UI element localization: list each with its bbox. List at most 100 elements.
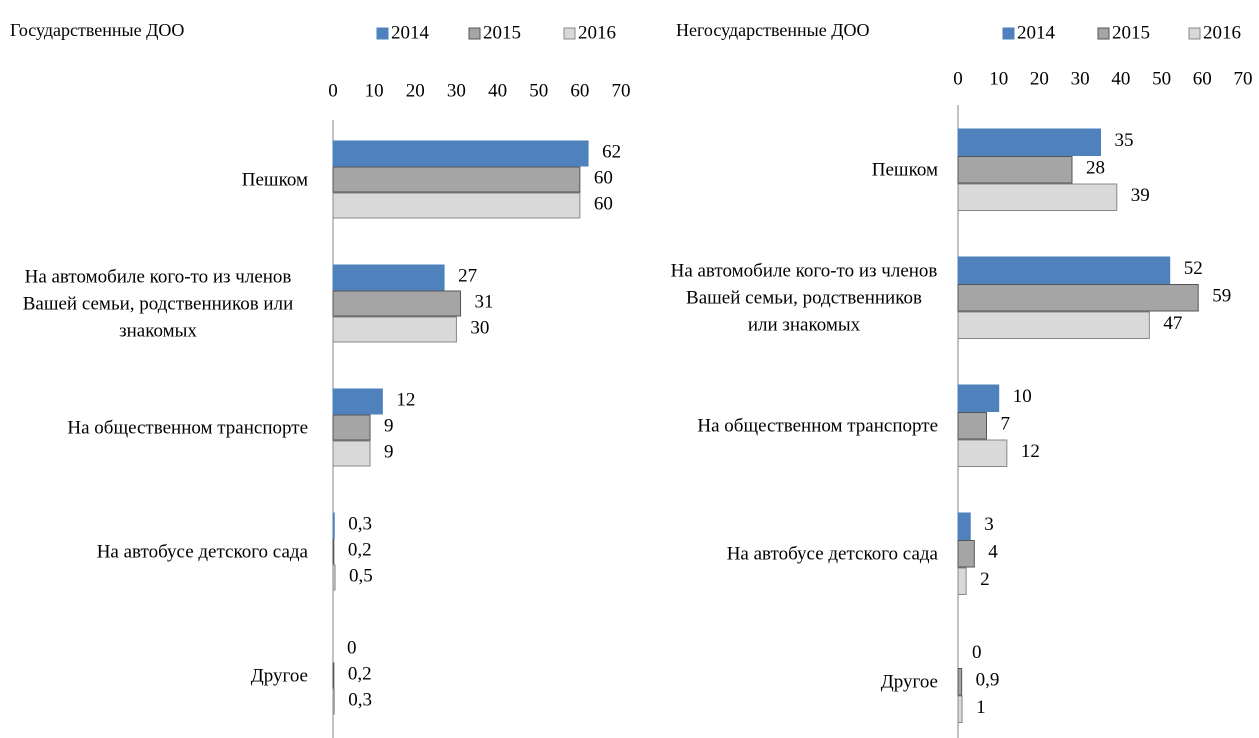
bar [957,311,1150,339]
x-tick-label: 0 [953,68,963,89]
legend-swatch [468,27,481,40]
x-tick-label: 50 [529,80,548,101]
value-label: 60 [594,167,613,188]
chart-title: Негосударственные ДОО [676,20,870,40]
bar [957,128,1101,156]
category-label-box: На общественном транспорте [670,413,938,440]
value-label: 47 [1163,313,1182,334]
chart-title: Государственные ДОО [10,20,184,40]
value-label: 30 [470,317,489,338]
bar [332,290,462,317]
category-label: На общественном транспорте [697,415,938,437]
legend-label: 2015 [1112,22,1150,43]
bar [332,662,335,689]
category-label-box: Другое [670,669,938,696]
category-label: Другое [250,665,308,687]
value-label: 2 [980,569,990,590]
value-label: 0,2 [348,539,372,560]
value-label: 12 [1021,441,1040,462]
legend-label: 2016 [1203,22,1241,43]
category-label-box: На автомобиле кого-то из членов Вашей се… [8,264,308,345]
legend-label: 2015 [483,22,521,43]
category-label-box: На автобусе детского сада [670,541,938,568]
value-label: 1 [976,697,986,718]
bar [332,316,457,343]
legend-swatch [1002,27,1015,40]
bar [957,540,975,568]
value-label: 62 [602,141,621,162]
bar [332,564,336,591]
category-label-box: Другое [8,663,308,690]
value-label: 60 [594,193,613,214]
bar [332,264,445,291]
value-label: 12 [396,389,415,410]
x-tick-label: 60 [570,80,589,101]
bar [957,284,1199,312]
bar [957,384,1000,412]
value-label: 35 [1115,130,1134,151]
bar [332,538,335,565]
bar [957,256,1171,284]
value-label: 27 [458,265,477,286]
bar [957,156,1073,184]
category-label: На автомобиле кого-то из членов Вашей се… [670,260,938,336]
value-label: 31 [475,291,494,312]
x-tick-label: 40 [1111,68,1130,89]
value-label: 0 [972,642,982,663]
value-label: 0 [347,637,357,658]
x-tick-label: 50 [1152,68,1171,89]
value-label: 9 [384,441,394,462]
category-label: Другое [880,671,938,693]
bar [957,668,963,696]
bar [957,439,1008,467]
x-tick-label: 20 [1030,68,1049,89]
x-tick-label: 30 [447,80,466,101]
value-label: 0,2 [348,663,372,684]
legend-label: 2014 [391,22,430,43]
legend-swatch [1097,27,1110,40]
bar [332,192,581,219]
legend-label: 2014 [1017,22,1056,43]
legend-label: 2016 [578,22,616,43]
bar [332,166,581,193]
legend-swatch [376,27,389,40]
value-label: 39 [1131,185,1150,206]
bar [957,183,1118,211]
legend-swatch [563,27,576,40]
value-label: 0,3 [348,689,372,710]
x-tick-label: 20 [406,80,425,101]
x-tick-label: 40 [488,80,507,101]
bar [332,388,383,415]
value-label: 52 [1184,258,1203,279]
bar [957,512,971,540]
bar [332,688,335,715]
value-label: 0,5 [349,565,373,586]
category-label: Пешком [871,159,938,181]
value-label: 4 [988,542,998,563]
x-tick-label: 10 [365,80,384,101]
value-label: 0,3 [348,513,372,534]
value-label: 9 [384,415,394,436]
category-label: На общественном транспорте [67,417,308,439]
value-label: 59 [1212,286,1231,307]
category-label: На автобусе детского сада [726,543,938,565]
category-label: На автобусе детского сада [96,541,308,563]
value-label: 10 [1013,386,1032,407]
category-label: Пешком [241,169,308,191]
value-label: 28 [1086,158,1105,179]
bar [957,695,963,723]
x-tick-label: 0 [328,80,338,101]
category-label: На автомобиле кого-то из членов Вашей се… [22,266,294,342]
x-tick-label: 70 [1234,68,1253,89]
value-label: 3 [984,514,994,535]
x-tick-label: 70 [612,80,631,101]
category-label-box: Пешком [670,157,938,184]
x-tick-label: 30 [1071,68,1090,89]
bar [332,414,371,441]
category-label-box: На автобусе детского сада [8,539,308,566]
bar [332,512,335,539]
x-tick-label: 10 [989,68,1008,89]
category-label-box: На общественном транспорте [8,415,308,442]
